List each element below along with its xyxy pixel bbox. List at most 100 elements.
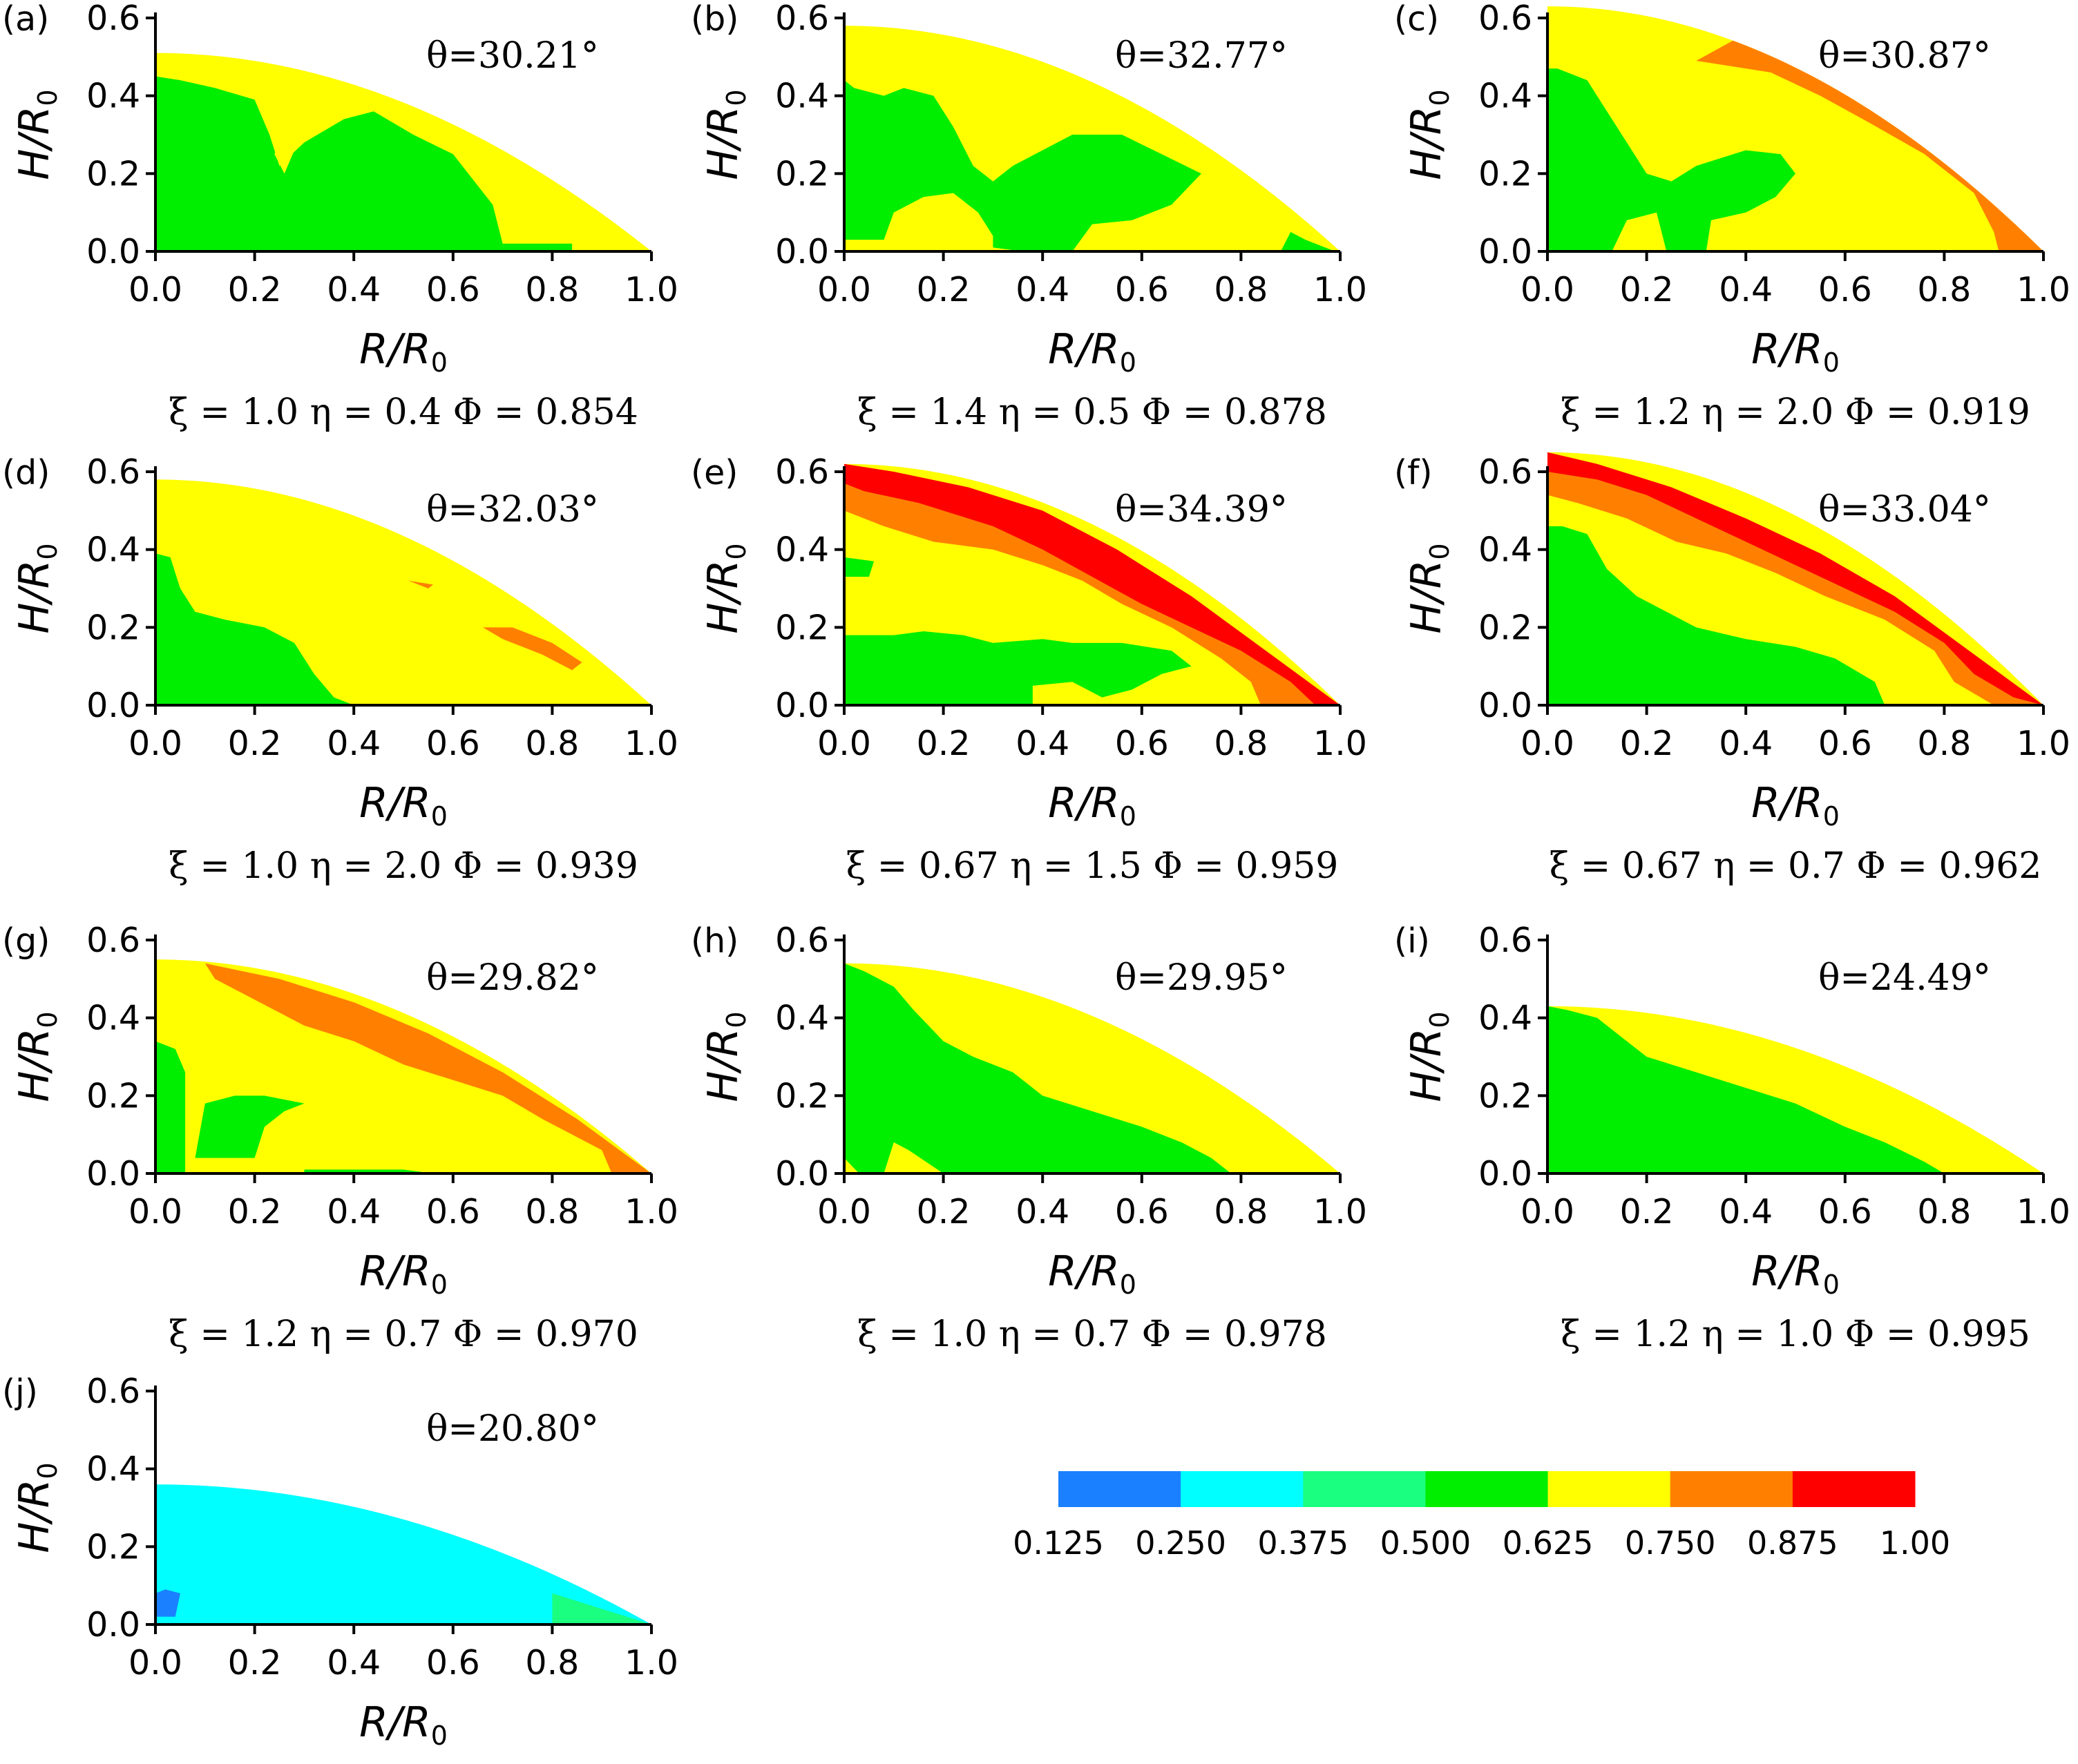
x-tick-label: 0.2: [228, 1192, 282, 1231]
y-tick-label: 0.0: [1478, 1154, 1532, 1193]
panel-c: 0.0 0.2 0.4 0.6 0.8 1.0 0.0 0.2 0.4 0.6 R/R0 H/R0 (c…: [1394, 0, 2070, 433]
region-0: [1547, 1006, 1945, 1173]
x-axis-label: R/R0: [359, 1698, 448, 1751]
axes: 0.0 0.2 0.4 0.6 0.8 1.0 0.0 0.2 0.4 0.6: [775, 921, 1367, 1231]
y-tick-label: 0.6: [775, 921, 829, 960]
y-axis-label: H/R0: [699, 89, 752, 180]
region-2: [1547, 526, 1885, 705]
region-1: [482, 627, 582, 671]
panel-i: 0.0 0.2 0.4 0.6 0.8 1.0 0.0 0.2 0.4 0.6 R/R0 H/R0 (i…: [1394, 921, 2070, 1355]
y-tick-label: 0.0: [86, 1154, 140, 1193]
y-tick-label: 0.6: [86, 1372, 140, 1411]
region-2: [408, 580, 434, 588]
x-axis-label: R/R0: [1751, 1247, 1840, 1300]
theta-annotation: θ=32.77°: [1115, 35, 1288, 77]
panel-f: 0.0 0.2 0.4 0.6 0.8 1.0 0.0 0.2 0.4 0.6 R/R0 H/R0 (f…: [1394, 452, 2070, 887]
x-tick-label: 0.4: [327, 1643, 381, 1682]
x-tick-label: 0.6: [426, 1192, 480, 1231]
drop-base-region: [155, 959, 651, 1173]
region-1: [1280, 231, 1335, 251]
y-tick-label: 0.0: [1478, 232, 1532, 271]
colorbar-segment: [1547, 1471, 1671, 1507]
colorbar-segment: [1425, 1471, 1549, 1507]
region-0: [155, 553, 354, 705]
x-tick-label: 0.0: [128, 1192, 182, 1231]
x-tick-label: 0.6: [1818, 1192, 1872, 1231]
x-tick-label: 0.8: [1214, 724, 1268, 763]
panel-label: (i): [1394, 921, 1430, 961]
colorbar-segment: [1670, 1471, 1793, 1507]
y-tick-label: 0.2: [86, 1076, 140, 1115]
parameters-caption: ξ = 1.2 η = 2.0 Φ = 0.919: [1561, 392, 2030, 433]
y-tick-label: 0.0: [775, 1154, 829, 1193]
panel-a: 0.0 0.2 0.4 0.6 0.8 1.0 0.0 0.2 0.4 0.6 R/R0 H/R0 (a…: [2, 0, 678, 433]
x-axis-label: R/R0: [359, 325, 448, 378]
region-1: [155, 1589, 180, 1617]
y-tick-label: 0.4: [86, 1450, 140, 1489]
x-tick-label: 0.0: [817, 1192, 871, 1231]
y-tick-label: 0.0: [775, 232, 829, 271]
x-tick-label: 0.4: [327, 270, 381, 309]
colorbar-tick-label: 0.500: [1380, 1524, 1471, 1562]
x-tick-label: 0.8: [1917, 270, 1971, 309]
x-tick-label: 0.8: [525, 724, 579, 763]
x-tick-label: 0.2: [1620, 724, 1674, 763]
y-axis-label: H/R0: [1402, 1011, 1455, 1102]
region-3: [844, 557, 875, 577]
y-tick-label: 0.0: [86, 232, 140, 271]
axes: 0.0 0.2 0.4 0.6 0.8 1.0 0.0 0.2 0.4 0.6: [86, 452, 678, 763]
x-tick-label: 1.0: [2017, 724, 2070, 763]
colorbar-tick-label: 1.00: [1880, 1524, 1950, 1562]
panel-label: (h): [691, 921, 738, 961]
axes: 0.0 0.2 0.4 0.6 0.8 1.0 0.0 0.2 0.4 0.6: [86, 921, 678, 1231]
colorbar-tick-label: 0.875: [1747, 1524, 1838, 1562]
x-axis-label: R/R0: [1048, 779, 1136, 832]
parameters-caption: ξ = 1.0 η = 0.7 Φ = 0.978: [857, 1314, 1327, 1355]
x-tick-label: 0.6: [1115, 724, 1169, 763]
x-tick-label: 0.4: [1016, 724, 1069, 763]
panel-e: 0.0 0.2 0.4 0.6 0.8 1.0 0.0 0.2 0.4 0.6 R/R0 H/R0 (e…: [691, 452, 1367, 887]
x-tick-label: 1.0: [2017, 1192, 2070, 1231]
x-tick-label: 0.2: [228, 270, 282, 309]
y-tick-label: 0.6: [86, 452, 140, 492]
y-tick-label: 0.4: [1478, 999, 1532, 1038]
x-tick-label: 1.0: [625, 724, 678, 763]
y-tick-label: 0.6: [775, 452, 829, 492]
x-tick-label: 1.0: [2017, 270, 2070, 309]
x-axis-label: R/R0: [1048, 1247, 1136, 1300]
x-tick-label: 1.0: [1313, 724, 1367, 763]
region-1: [844, 463, 1340, 705]
colorbar-segment: [1181, 1471, 1304, 1507]
x-tick-label: 0.4: [1719, 270, 1773, 309]
x-tick-label: 0.4: [1719, 1192, 1773, 1231]
x-tick-label: 1.0: [1313, 270, 1367, 309]
x-tick-label: 0.6: [1115, 270, 1169, 309]
x-axis-label: R/R0: [1751, 325, 1840, 378]
x-tick-label: 0.2: [917, 1192, 971, 1231]
y-tick-label: 0.4: [1478, 77, 1532, 116]
x-tick-label: 0.0: [128, 1643, 182, 1682]
region-0: [844, 463, 1340, 705]
y-tick-label: 0.4: [775, 999, 829, 1038]
region-0: [844, 80, 1201, 251]
y-tick-label: 0.4: [775, 77, 829, 116]
x-tick-label: 0.6: [1115, 1192, 1169, 1231]
colorbar-segment: [1792, 1471, 1916, 1507]
y-axis-label: H/R0: [10, 1011, 63, 1102]
y-axis-label: H/R0: [1402, 89, 1455, 180]
y-tick-label: 0.6: [86, 0, 140, 38]
panel-label: (g): [2, 921, 50, 961]
colorbar-tick-label: 0.375: [1257, 1524, 1348, 1562]
y-tick-label: 0.6: [1478, 921, 1532, 960]
axes: 0.0 0.2 0.4 0.6 0.8 1.0 0.0 0.2 0.4 0.6: [1478, 921, 2070, 1231]
x-tick-label: 0.6: [426, 270, 480, 309]
y-tick-label: 0.2: [775, 154, 829, 193]
x-axis-label: R/R0: [1048, 325, 1136, 378]
y-tick-label: 0.4: [775, 530, 829, 570]
x-tick-label: 0.8: [525, 1192, 579, 1231]
region-0: [552, 1593, 651, 1624]
y-tick-label: 0.2: [86, 1527, 140, 1566]
x-tick-label: 1.0: [625, 1192, 678, 1231]
x-tick-label: 0.4: [1719, 724, 1773, 763]
colorbar-segment: [1058, 1471, 1181, 1507]
